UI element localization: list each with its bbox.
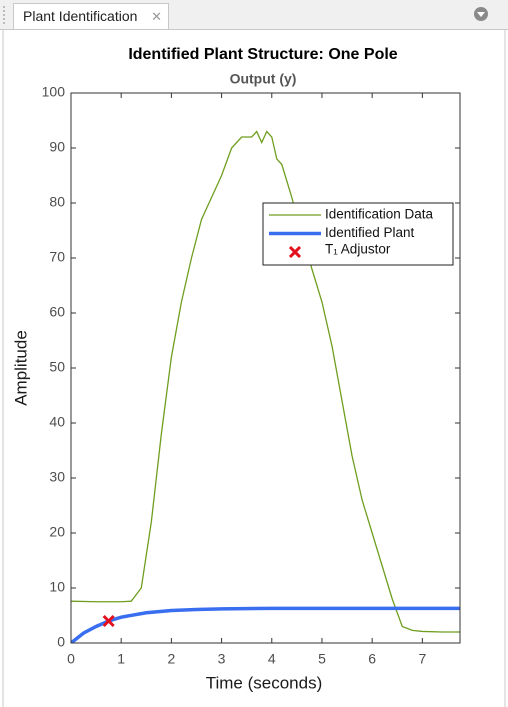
tab-label: Plant Identification (23, 8, 138, 24)
y-tick-label: 70 (49, 249, 65, 265)
y-tick-label: 40 (49, 414, 65, 430)
x-tick-label: 1 (117, 651, 125, 667)
series-line (71, 130, 460, 633)
x-tick-label: 4 (268, 651, 276, 667)
series-line (71, 606, 460, 643)
marker-x (102, 614, 115, 628)
legend-marker (288, 245, 302, 259)
x-tick-label: 5 (318, 651, 326, 667)
chart-title: Identified Plant Structure: One Pole (128, 46, 397, 63)
y-tick-label: 80 (49, 194, 65, 210)
menu-button[interactable] (474, 7, 488, 21)
y-tick-label: 30 (49, 469, 65, 485)
y-tick-label: 100 (42, 84, 66, 100)
axes-box (70, 92, 461, 644)
x-tick-label: 0 (67, 651, 75, 667)
y-tick-label: 50 (49, 359, 65, 375)
x-tick-label: 3 (218, 651, 226, 667)
tab-close[interactable]: ✕ (151, 9, 162, 24)
x-tick-label: 2 (167, 651, 175, 667)
plot-area (71, 93, 460, 643)
x-axis-label: Time (seconds) (206, 673, 323, 692)
tab-bar: Plant Identification ✕ (0, 0, 508, 30)
chart-subtitle: Output (y) (230, 71, 297, 87)
y-tick-label: 20 (49, 524, 65, 540)
legend-label: Identification Data (325, 207, 434, 222)
x-tick-label: 6 (368, 651, 376, 667)
y-tick-label: 10 (49, 579, 65, 595)
y-axis-label: Amplitude (11, 330, 30, 406)
legend-label: T₁ Adjustor (325, 242, 391, 257)
legend-label: Identified Plant (325, 225, 415, 240)
tab[interactable]: Plant Identification ✕ (13, 3, 169, 29)
adjustor-marker[interactable] (102, 614, 115, 628)
grip (3, 6, 11, 24)
y-tick-label: 60 (49, 304, 65, 320)
y-tick-label: 90 (49, 139, 65, 155)
y-tick-label: 0 (57, 634, 65, 650)
x-tick-label: 7 (418, 651, 426, 667)
chart: Identified Plant Structure: One Pole Out… (2, 30, 506, 707)
